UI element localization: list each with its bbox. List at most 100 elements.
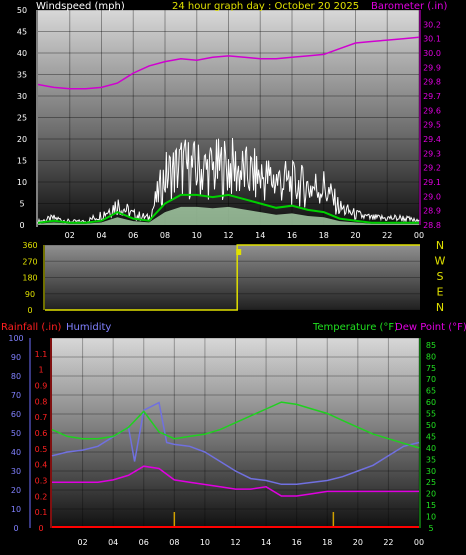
compass-label: N bbox=[436, 239, 444, 252]
wind-x-tick-label: 02 bbox=[65, 231, 75, 240]
barometer-tick-label: 28.9 bbox=[423, 207, 441, 216]
humidity-tick-label: 0 bbox=[13, 524, 18, 533]
wind-gust-area bbox=[38, 206, 419, 225]
wind-axis-label: Windspeed (mph) bbox=[36, 1, 125, 12]
dewpoint-line bbox=[52, 465, 419, 497]
wind-x-tick-label: 06 bbox=[128, 231, 138, 240]
temp-x-tick-label: 22 bbox=[383, 538, 393, 547]
barometer-tick-label: 29.5 bbox=[423, 121, 441, 130]
temperature-axis-label: Temperature (°F) bbox=[312, 322, 398, 333]
humidity-y-axis: 0 10 20 30 40 50 60 70 80 90 100 bbox=[8, 334, 31, 533]
rainfall-tick-label: 0 bbox=[38, 524, 43, 533]
temp-x-tick-label: 16 bbox=[292, 538, 302, 547]
wind-x-tick-label: 22 bbox=[382, 231, 392, 240]
temperature-tick-label: 40 bbox=[426, 444, 436, 453]
humidity-tick-label: 80 bbox=[11, 372, 21, 381]
temp-x-tick-label: 20 bbox=[353, 538, 363, 547]
barometer-tick-label: 30.1 bbox=[423, 35, 441, 44]
temperature-tick-label: 25 bbox=[426, 478, 436, 487]
wind-tick-label: 25 bbox=[17, 114, 27, 123]
compass-label: E bbox=[437, 286, 444, 299]
barometer-axis-label: Barometer (.in) bbox=[371, 1, 447, 12]
temperature-tick-label: 15 bbox=[426, 501, 436, 510]
temp-x-tick-label: 14 bbox=[261, 538, 271, 547]
temperature-tick-label: 75 bbox=[426, 364, 436, 373]
temp-series bbox=[51, 401, 420, 528]
wind-grid bbox=[38, 9, 420, 226]
rainfall-tick-label: 0.1 bbox=[35, 508, 48, 517]
wind-tick-label: 40 bbox=[17, 49, 27, 58]
barometer-tick-label: 29.0 bbox=[423, 192, 441, 201]
temperature-tick-label: 45 bbox=[426, 432, 436, 441]
humidity-tick-label: 30 bbox=[11, 467, 21, 476]
wind-x-tick-label: 04 bbox=[96, 231, 106, 240]
barometer-tick-label: 29.8 bbox=[423, 78, 441, 87]
direction-series bbox=[45, 244, 420, 311]
wind-x-axis: 02 04 06 08 10 12 14 16 18 20 22 00 bbox=[65, 231, 424, 240]
humidity-tick-label: 90 bbox=[11, 353, 21, 362]
wind-barometer-chart: 0 5 10 15 20 25 30 35 40 45 50 28.8 28.9 29.0 29.1 29.… bbox=[17, 1, 448, 240]
humidity-tick-label: 60 bbox=[11, 410, 21, 419]
wind-tick-label: 0 bbox=[19, 221, 24, 230]
temp-x-tick-label: 08 bbox=[169, 538, 179, 547]
barometer-tick-label: 29.6 bbox=[423, 106, 441, 115]
rainfall-tick-label: 0.4 bbox=[35, 461, 48, 470]
humidity-tick-label: 70 bbox=[11, 391, 21, 400]
wind-tick-label: 50 bbox=[17, 6, 27, 15]
barometer-tick-label: 29.1 bbox=[423, 178, 441, 187]
wind-x-tick-label: 00 bbox=[414, 231, 424, 240]
temp-plot-area bbox=[52, 338, 419, 528]
barometer-line bbox=[37, 36, 420, 90]
barometer-tick-label: 30.2 bbox=[423, 20, 441, 29]
wind-tick-label: 15 bbox=[17, 157, 27, 166]
rainfall-y-axis: 0 0.1 0.2 0.3 0.4 0.5 0.6 0.7 0.8 0.9 1 1.1 bbox=[35, 338, 52, 533]
temperature-tick-label: 80 bbox=[426, 352, 436, 361]
wind-x-tick-label: 14 bbox=[255, 231, 265, 240]
temperature-tick-label: 5 bbox=[428, 524, 433, 533]
temperature-tick-label: 20 bbox=[426, 490, 436, 499]
temperature-tick-label: 55 bbox=[426, 410, 436, 419]
wind-average-band bbox=[38, 206, 419, 225]
temperature-tick-label: 35 bbox=[426, 455, 436, 464]
temp-x-tick-label: 12 bbox=[230, 538, 240, 547]
rainfall-tick-label: 0.9 bbox=[35, 382, 48, 391]
chart-title: 24 hour graph day : October 20 2025 bbox=[172, 1, 359, 12]
wind-x-tick-label: 12 bbox=[223, 231, 233, 240]
temperature-tick-label: 60 bbox=[426, 398, 436, 407]
direction-tick-label: 270 bbox=[22, 257, 37, 266]
wind-x-tick-label: 10 bbox=[192, 231, 202, 240]
wind-x-tick-label: 08 bbox=[160, 231, 170, 240]
direction-plot-area bbox=[45, 245, 420, 310]
barometer-tick-label: 30.0 bbox=[423, 49, 441, 58]
temp-x-tick-label: 06 bbox=[139, 538, 149, 547]
wind-x-tick-label: 16 bbox=[287, 231, 297, 240]
direction-tick-label: 180 bbox=[22, 274, 37, 283]
rainfall-tick-label: 0.5 bbox=[35, 445, 48, 454]
wind-average-line bbox=[37, 193, 419, 224]
wind-x-tick-label: 18 bbox=[319, 231, 329, 240]
temperature-tick-label: 85 bbox=[426, 341, 436, 350]
compass-label: S bbox=[437, 270, 444, 283]
humidity-tick-label: 50 bbox=[11, 429, 21, 438]
temp-x-tick-label: 00 bbox=[414, 538, 424, 547]
temperature-tick-label: 65 bbox=[426, 387, 436, 396]
barometer-y-axis: 28.8 28.9 29.0 29.1 29.2 29.3 29.4 29.5 29.6 29.7… bbox=[419, 10, 441, 230]
temp-x-tick-label: 10 bbox=[200, 538, 210, 547]
temperature-tick-label: 10 bbox=[426, 513, 436, 522]
wind-tick-label: 10 bbox=[17, 178, 27, 187]
temperature-line bbox=[51, 401, 420, 449]
compass-label: N bbox=[436, 301, 444, 314]
temp-x-tick-label: 18 bbox=[322, 538, 332, 547]
rainfall-tick-label: 1.1 bbox=[35, 350, 48, 359]
barometer-tick-label: 28.8 bbox=[423, 221, 441, 230]
rainfall-tick-label: 1 bbox=[38, 366, 43, 375]
wind-tick-label: 45 bbox=[17, 28, 27, 37]
compass-label: W bbox=[435, 255, 446, 268]
temp-x-tick-label: 04 bbox=[108, 538, 118, 547]
temperature-tick-label: 70 bbox=[426, 375, 436, 384]
rainfall-tick-label: 0.6 bbox=[35, 429, 48, 438]
direction-tick-label: 0 bbox=[27, 306, 32, 315]
wind-plot-area bbox=[38, 10, 419, 225]
